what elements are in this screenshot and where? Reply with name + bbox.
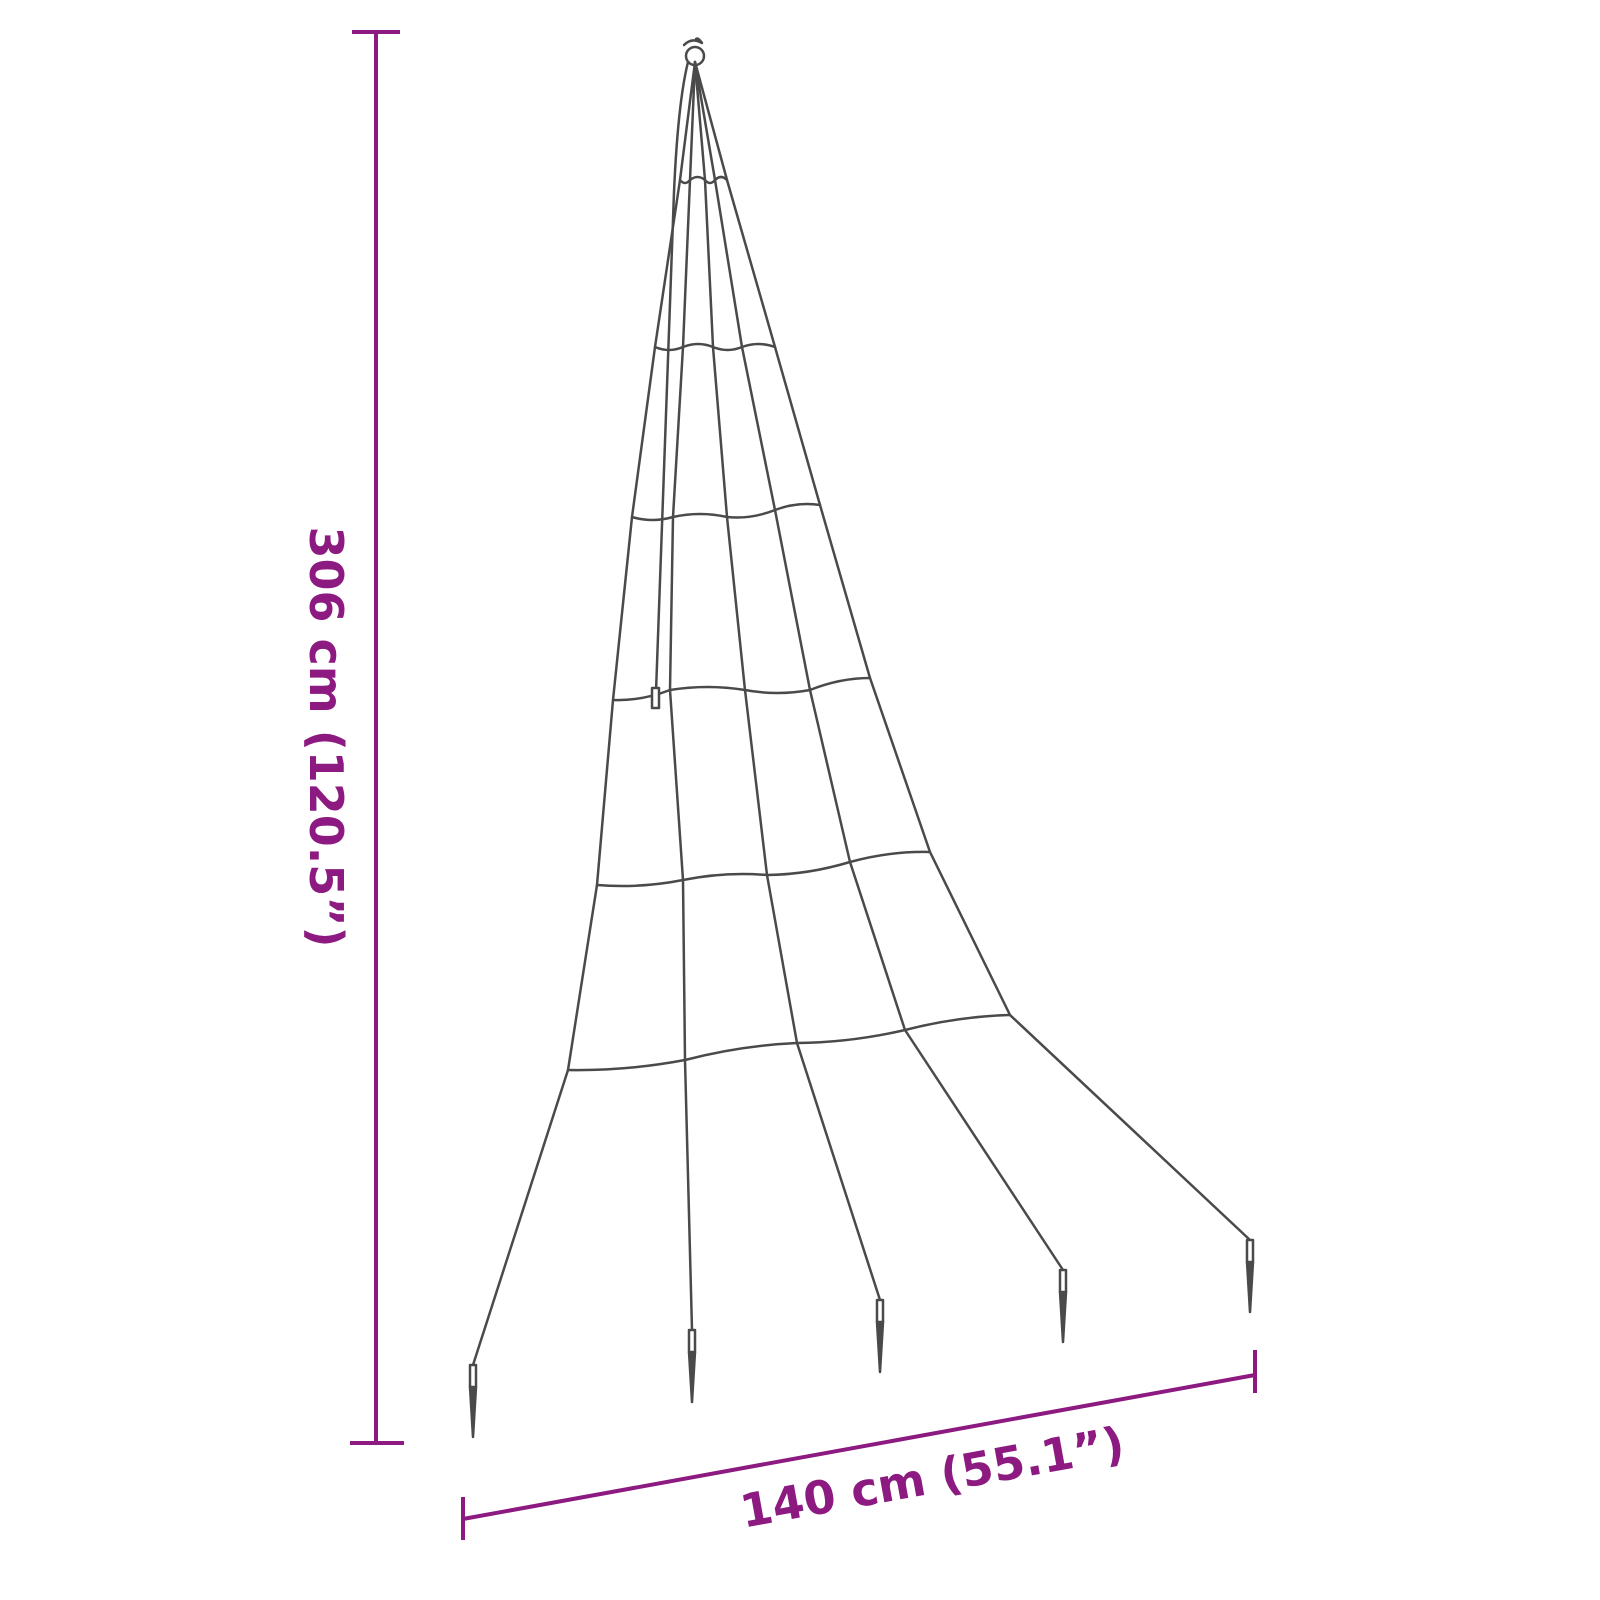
ring-wire bbox=[566, 1013, 1012, 1072]
hanging-loop-icon bbox=[684, 45, 706, 67]
ground-stake-head bbox=[1058, 1268, 1068, 1294]
cable-connector bbox=[650, 686, 661, 710]
hanging-hook bbox=[682, 37, 704, 47]
ground-stake-head bbox=[468, 1363, 478, 1389]
ground-stake-head bbox=[1245, 1238, 1255, 1264]
ground-stake-icon bbox=[1245, 1260, 1255, 1314]
ground-stake-icon bbox=[1058, 1290, 1068, 1344]
light-strand bbox=[693, 60, 1252, 1242]
ground-stake-icon bbox=[875, 1320, 885, 1374]
ring-wire bbox=[595, 850, 932, 888]
ring-wire bbox=[653, 342, 777, 352]
ground-stake-icon bbox=[687, 1350, 697, 1404]
light-strand bbox=[668, 60, 697, 1332]
width-dimension-line bbox=[462, 1373, 1256, 1521]
ground-stake-head bbox=[687, 1328, 697, 1354]
power-cable bbox=[654, 60, 690, 694]
height-label: 306 cm (120.5”) bbox=[299, 526, 353, 947]
dimension-lines bbox=[350, 30, 1257, 1540]
ground-stake-icon bbox=[468, 1385, 478, 1439]
ground-stake-head bbox=[875, 1298, 885, 1324]
light-strand bbox=[693, 60, 882, 1302]
ring-wire bbox=[678, 175, 729, 185]
light-strand bbox=[471, 60, 697, 1367]
light-strand bbox=[693, 60, 1065, 1272]
light-tree-illustration bbox=[468, 37, 1255, 1439]
